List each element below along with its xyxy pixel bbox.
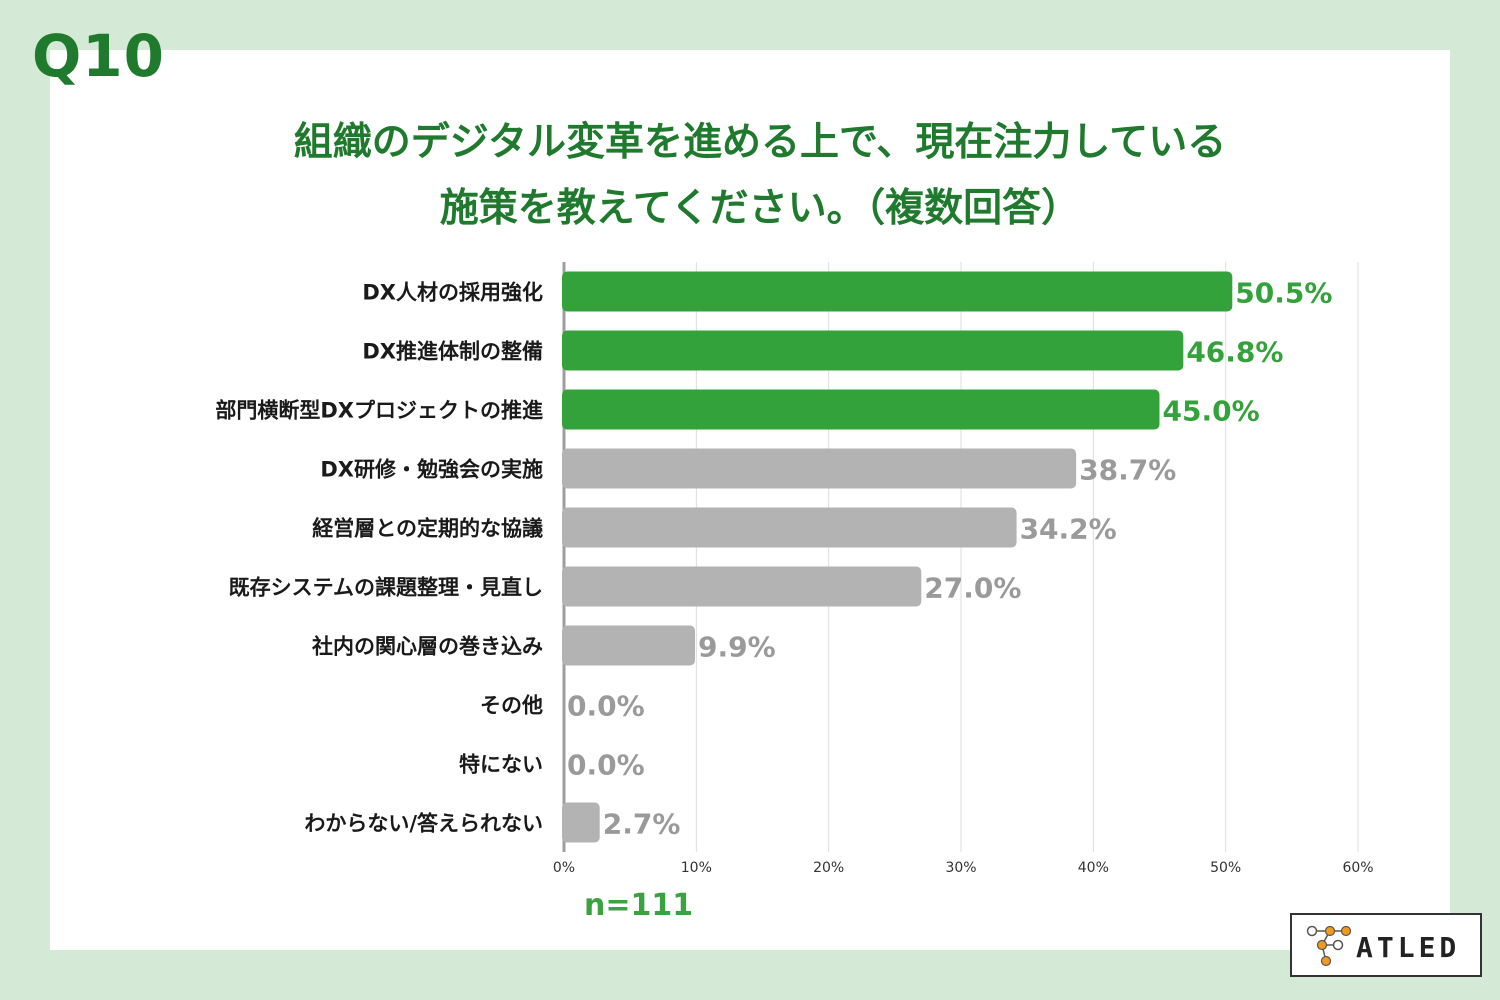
value-label: 9.9%: [698, 631, 776, 664]
atled-logo-text: ATLED: [1356, 931, 1461, 964]
category-label: DX人材の採用強化: [362, 281, 543, 305]
category-label: DX推進体制の整備: [362, 340, 543, 364]
question-number: Q10: [32, 22, 166, 90]
category-label: わからない/答えられない: [304, 812, 543, 836]
bar: [562, 330, 1184, 371]
value-label: 50.5%: [1235, 277, 1332, 310]
atled-logo: ATLED: [1290, 913, 1482, 977]
chart-card: [50, 50, 1450, 950]
bar: [562, 507, 1017, 548]
category-label: DX研修・勉強会の実施: [320, 458, 543, 482]
sample-size: n=111: [584, 888, 694, 923]
x-axis-ticks: 0% 10% 20% 30% 40% 50% 60%: [553, 860, 1374, 876]
bar: [562, 448, 1077, 489]
category-label: 特にない: [459, 753, 543, 777]
chart-title-line-2: 施策を教えてください。（複数回答）: [439, 186, 1081, 231]
value-label: 27.0%: [924, 572, 1021, 605]
bar: [562, 625, 696, 666]
bar: [562, 802, 600, 843]
category-label: 経営層との定期的な協議: [312, 517, 543, 541]
category-label: 既存システムの課題整理・見直し: [229, 576, 543, 600]
value-label: 2.7%: [603, 808, 681, 841]
value-labels: 50.5% 46.8% 45.0% 38.7% 34.2% 27.0% 9.9% 0.0% 0.…: [567, 277, 1332, 841]
atled-logo-mark-icon: [1306, 925, 1352, 967]
x-tick-label: 0%: [553, 860, 575, 876]
value-label: 34.2%: [1020, 513, 1117, 546]
value-label: 0.0%: [567, 749, 645, 782]
x-tick-label: 40%: [1078, 860, 1109, 876]
value-label: 38.7%: [1079, 454, 1176, 487]
bar: [562, 389, 1160, 430]
bars: [562, 271, 1233, 843]
category-label: 部門横断型DXプロジェクトの推進: [215, 399, 543, 423]
x-tick-label: 30%: [945, 860, 976, 876]
category-label: 社内の関心層の巻き込み: [311, 635, 543, 659]
chart-title-line-1: 組織のデジタル変革を進める上で、現在注力している: [293, 120, 1227, 165]
x-tick-label: 20%: [813, 860, 844, 876]
x-tick-label: 60%: [1342, 860, 1373, 876]
bar: [562, 271, 1233, 312]
bar: [562, 566, 922, 607]
value-label: 0.0%: [567, 690, 645, 723]
chart-title: 組織のデジタル変革を進める上で、現在注力している 施策を教えてください。（複数回…: [120, 110, 1400, 242]
value-label: 45.0%: [1163, 395, 1260, 428]
x-tick-label: 50%: [1210, 860, 1241, 876]
value-label: 46.8%: [1186, 336, 1283, 369]
category-label: その他: [480, 694, 543, 718]
x-tick-label: 10%: [681, 860, 712, 876]
